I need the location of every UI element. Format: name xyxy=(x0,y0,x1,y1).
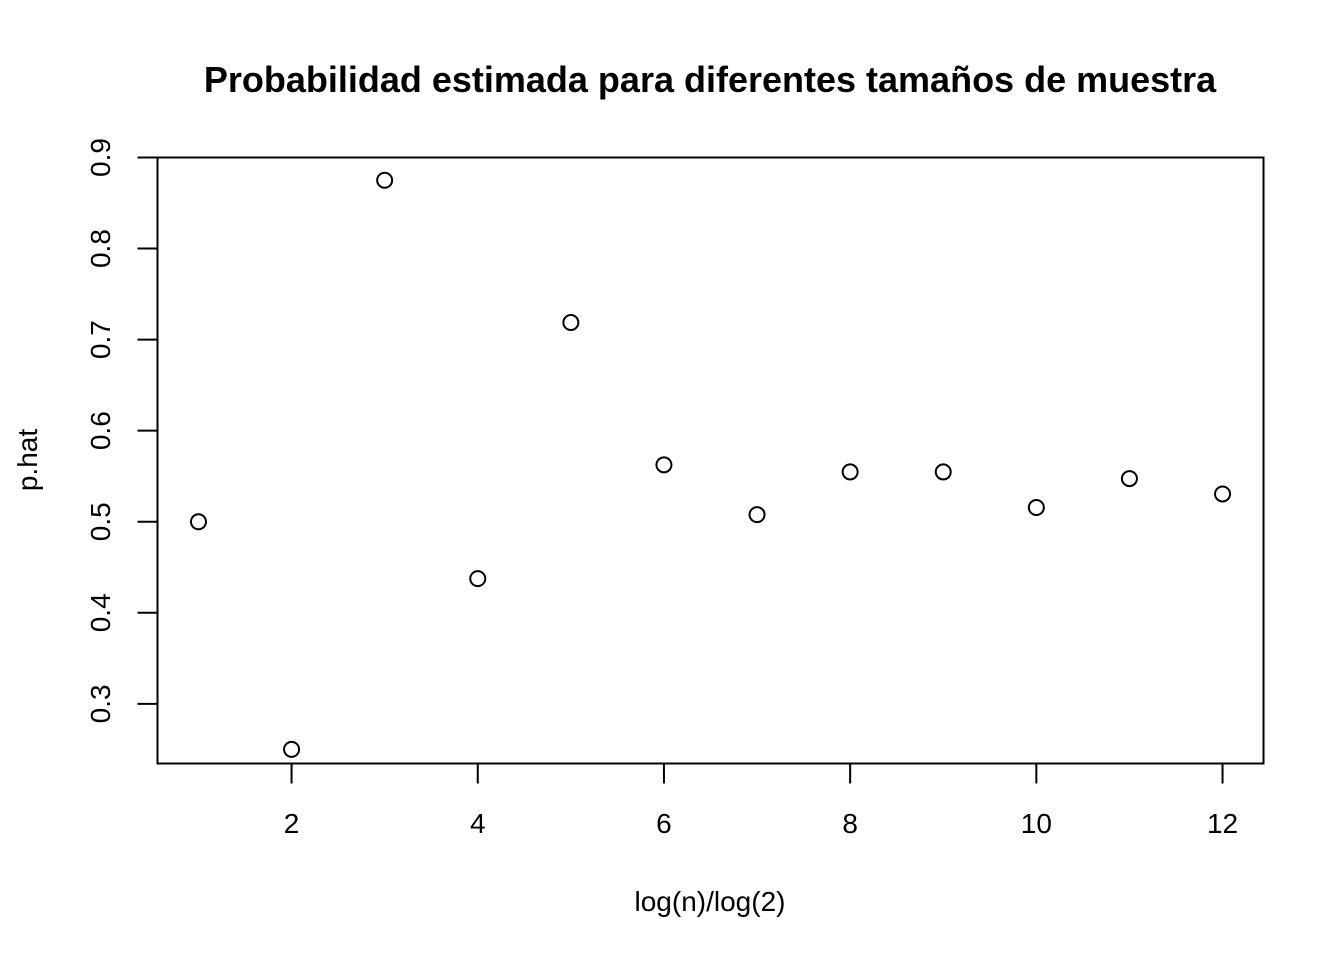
data-point xyxy=(562,314,580,332)
x-axis-label: log(n)/log(2) xyxy=(635,886,786,917)
data-point xyxy=(841,463,859,481)
y-tick-label: 0.7 xyxy=(85,320,116,359)
y-tick-label: 0.4 xyxy=(85,593,116,632)
data-points xyxy=(189,171,1232,758)
y-tick-label: 0.3 xyxy=(85,684,116,723)
y-tick-label: 0.5 xyxy=(85,502,116,541)
x-tick-label: 2 xyxy=(284,808,300,839)
y-tick-label: 0.6 xyxy=(85,411,116,450)
data-point xyxy=(748,506,766,524)
y-axis: 0.3 0.4 0.5 0.6 0.7 0.8 0.9 xyxy=(85,138,159,723)
data-point xyxy=(1027,499,1045,517)
y-tick-label: 0.9 xyxy=(85,138,116,177)
data-point xyxy=(469,570,487,588)
data-point xyxy=(376,171,394,189)
x-tick-label: 4 xyxy=(470,808,486,839)
x-tick-label: 12 xyxy=(1207,808,1238,839)
data-point xyxy=(1214,485,1232,503)
y-axis-label: p.hat xyxy=(12,429,43,491)
x-tick-label: 10 xyxy=(1021,808,1052,839)
x-tick-label: 8 xyxy=(842,808,858,839)
data-point xyxy=(1120,470,1138,488)
y-tick-label: 0.8 xyxy=(85,229,116,268)
x-tick-label: 6 xyxy=(656,808,672,839)
data-point xyxy=(655,456,673,474)
data-point xyxy=(283,740,301,758)
x-axis: 2 4 6 8 10 12 xyxy=(284,762,1238,839)
plot-frame xyxy=(156,156,1265,765)
chart-title: Probabilidad estimada para diferentes ta… xyxy=(204,59,1217,100)
data-point xyxy=(189,513,207,531)
data-point xyxy=(934,463,952,481)
